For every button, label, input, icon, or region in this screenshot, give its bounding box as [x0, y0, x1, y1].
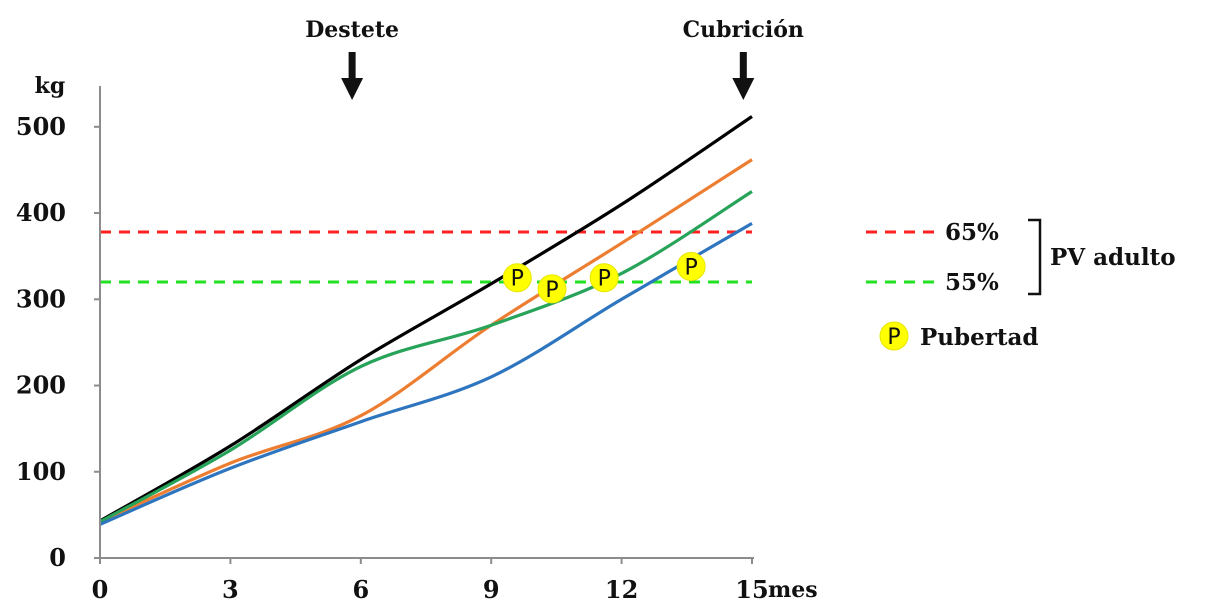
pubertad-marker: P	[676, 252, 706, 282]
pubertad-legend-symbol: P	[887, 325, 900, 350]
x-tick-label: 6	[352, 575, 369, 604]
pubertad-marker-symbol: P	[685, 256, 698, 281]
x-axis-label: mes	[768, 577, 818, 603]
series-line-1	[99, 115, 753, 523]
pubertad-marker-symbol: P	[511, 267, 524, 292]
y-tick-label: 300	[16, 284, 66, 313]
pubertad-marker-circle	[537, 274, 567, 304]
x-tick-label: 3	[222, 575, 239, 604]
legend: 65% 55% PV adulto P Pubertad	[879, 218, 1176, 351]
pubertad-legend-label: Pubertad	[920, 324, 1038, 351]
tick-labels: 0 100 200 300 400 500 0 3 6 9 12 15 kg mes	[16, 73, 818, 604]
y-tick-label: 100	[16, 457, 66, 486]
pubertad-marker-circle	[589, 263, 619, 293]
down-arrow-icon	[348, 52, 356, 80]
pubertad-marker-symbol: P	[598, 267, 611, 292]
pv-adulto-bracket	[1028, 218, 1042, 296]
y-tick-label: 500	[16, 112, 66, 141]
y-tick-label: 400	[16, 198, 66, 227]
x-tick-label: 15	[735, 575, 768, 604]
pubertad-legend-item: P Pubertad	[879, 321, 1038, 351]
series-line-2	[99, 158, 753, 524]
pubertad-legend-icon	[879, 321, 909, 351]
x-tick-label: 0	[92, 575, 109, 604]
pubertad-marker: P	[502, 263, 532, 293]
pv-adulto-label: PV adulto	[1050, 244, 1176, 271]
down-arrow-head-icon	[732, 78, 755, 100]
event-markers: Destete Cubrición	[305, 17, 804, 100]
axes	[94, 86, 754, 564]
pubertad-marker-circle	[676, 252, 706, 282]
event-label-2: Cubrición	[683, 17, 804, 43]
y-tick-label: 0	[49, 543, 66, 572]
series-line-4	[99, 222, 753, 526]
pubertad-marker-circle	[502, 263, 532, 293]
y-axis-label: kg	[35, 73, 66, 99]
series-line-3	[99, 190, 753, 524]
reference-label-65pct: 65%	[945, 219, 999, 246]
reference-label-55pct: 55%	[945, 269, 999, 296]
pubertad-marker-symbol: P	[545, 278, 558, 303]
event-label-1: Destete	[305, 17, 399, 43]
down-arrow-icon	[739, 52, 747, 80]
x-tick-label: 9	[483, 575, 500, 604]
x-tick-label: 12	[605, 575, 638, 604]
down-arrow-head-icon	[341, 78, 364, 100]
pubertad-marker: P	[589, 263, 619, 293]
y-tick-label: 200	[16, 371, 66, 400]
pubertad-marker: P	[537, 274, 567, 304]
reference-lines	[100, 230, 942, 284]
series-lines	[99, 115, 753, 526]
